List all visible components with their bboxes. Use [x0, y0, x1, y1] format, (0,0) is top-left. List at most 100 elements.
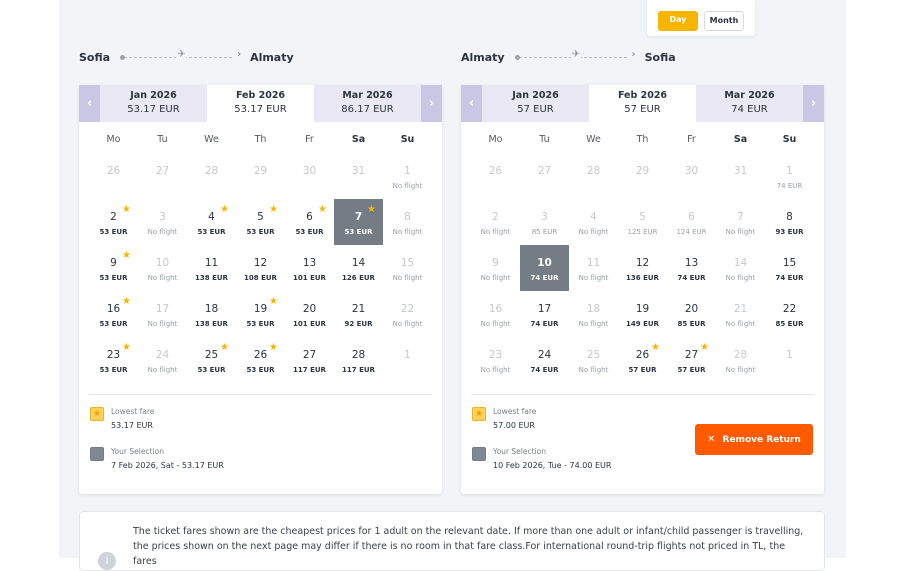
day-fare: 74 EUR — [677, 274, 706, 282]
day-cell[interactable]: 28 117 EUR — [334, 337, 383, 383]
day-cell[interactable]: 3 85 EUR — [520, 199, 569, 245]
star-icon: ★ — [122, 342, 131, 353]
day-cell[interactable]: 6 124 EUR — [667, 199, 716, 245]
day-cell[interactable]: 11 No flight — [569, 245, 618, 291]
day-cell[interactable]: 27 117 EUR — [285, 337, 334, 383]
calendar-grid: Mo Tu We Th Fr Sa Su 26 27 28 29 30 31 1 No flight 2 53 … — [79, 122, 442, 388]
day-cell[interactable]: 24 74 EUR — [520, 337, 569, 383]
day-cell[interactable]: 21 92 EUR — [334, 291, 383, 337]
day-cell[interactable]: 5 53 EUR ★ — [236, 199, 285, 245]
day-cell[interactable]: 25 No flight — [569, 337, 618, 383]
day-fare: 149 EUR — [626, 320, 659, 328]
month-tab-active[interactable]: Feb 2026 57 EUR — [589, 85, 696, 122]
day-cell[interactable]: 5 125 EUR — [618, 199, 667, 245]
day-cell[interactable]: 24 No flight — [138, 337, 187, 383]
day-fare: 124 EUR — [676, 228, 707, 236]
day-cell[interactable]: 13 74 EUR — [667, 245, 716, 291]
month-tab[interactable]: Jan 2026 57 EUR — [482, 85, 589, 122]
day-cell[interactable]: 15 No flight — [383, 245, 432, 291]
day-cell[interactable]: 17 74 EUR — [520, 291, 569, 337]
outbound-destination: Almaty — [250, 50, 294, 64]
selected-day-cell[interactable]: 7 53 EUR ★ — [334, 199, 383, 245]
month-tab[interactable]: Mar 2026 74 EUR — [696, 85, 803, 122]
day-cell[interactable]: 14 No flight — [716, 245, 765, 291]
day-cell[interactable]: 19 149 EUR — [618, 291, 667, 337]
day-cell[interactable]: 21 No flight — [716, 291, 765, 337]
day-cell[interactable]: 1 No flight — [383, 153, 432, 199]
day-cell[interactable]: 8 93 EUR — [765, 199, 814, 245]
day-cell[interactable]: 25 53 EUR ★ — [187, 337, 236, 383]
day-cell[interactable]: 12 136 EUR — [618, 245, 667, 291]
day-cell[interactable]: 27 57 EUR ★ — [667, 337, 716, 383]
day-number: 28 — [733, 349, 748, 361]
day-cell[interactable]: 2 53 EUR ★ — [89, 199, 138, 245]
day-cell[interactable]: 15 74 EUR — [765, 245, 814, 291]
day-view-button[interactable]: Day — [658, 11, 698, 31]
day-cell[interactable]: 23 53 EUR ★ — [89, 337, 138, 383]
day-fare: 53 EUR — [344, 228, 373, 236]
day-cell[interactable]: 17 No flight — [138, 291, 187, 337]
day-fare: No flight — [392, 182, 423, 190]
day-cell[interactable]: 11 138 EUR — [187, 245, 236, 291]
day-cell[interactable]: 23 No flight — [471, 337, 520, 383]
day-cell[interactable]: 20 101 EUR — [285, 291, 334, 337]
day-fare: 85 EUR — [775, 320, 804, 328]
lowest-fare-value: 57.00 EUR — [493, 421, 535, 430]
day-cell[interactable]: 4 No flight — [569, 199, 618, 245]
day-cell[interactable]: 13 101 EUR — [285, 245, 334, 291]
day-cell[interactable]: 19 53 EUR ★ — [236, 291, 285, 337]
day-cell[interactable]: 26 57 EUR ★ — [618, 337, 667, 383]
month-price: 53.17 EUR — [234, 104, 287, 115]
day-cell[interactable]: 20 85 EUR — [667, 291, 716, 337]
day-cell[interactable]: 26 53 EUR ★ — [236, 337, 285, 383]
next-month-arrow-icon[interactable]: › — [803, 85, 824, 122]
day-cell[interactable]: 16 53 EUR ★ — [89, 291, 138, 337]
arrow-icon: › — [631, 49, 636, 60]
day-number: 28 — [586, 165, 601, 177]
day-number: 4 — [590, 211, 597, 223]
month-tab[interactable]: Mar 2026 86.17 EUR — [314, 85, 421, 122]
day-cell[interactable]: 3 No flight — [138, 199, 187, 245]
day-fare: 74 EUR — [530, 366, 559, 374]
day-cell[interactable]: 22 No flight — [383, 291, 432, 337]
day-cell[interactable]: 4 53 EUR ★ — [187, 199, 236, 245]
day-cell[interactable]: 16 No flight — [471, 291, 520, 337]
day-cell[interactable]: 9 53 EUR ★ — [89, 245, 138, 291]
remove-return-button[interactable]: ✕ Remove Return — [695, 424, 813, 455]
day-cell[interactable]: 28 No flight — [716, 337, 765, 383]
day-cell[interactable]: 18 138 EUR — [187, 291, 236, 337]
day-cell[interactable]: 18 No flight — [569, 291, 618, 337]
day-cell[interactable]: 2 No flight — [471, 199, 520, 245]
day-cell: 1 — [765, 337, 814, 383]
day-number: 26 — [635, 349, 650, 361]
prev-month-arrow-icon[interactable]: ‹ — [461, 85, 482, 122]
selected-day-cell[interactable]: 10 74 EUR — [520, 245, 569, 291]
month-view-button[interactable]: Month — [704, 11, 744, 31]
month-tabs: ‹ Jan 2026 57 EUR Feb 2026 57 EUR Mar 2026… — [461, 85, 824, 122]
day-cell[interactable]: 14 126 EUR — [334, 245, 383, 291]
day-cell[interactable]: 1 74 EUR — [765, 153, 814, 199]
return-destination: Sofia — [644, 50, 676, 64]
selection-value: 7 Feb 2026, Sat - 53.17 EUR — [111, 461, 224, 470]
day-fare: 117 EUR — [293, 366, 326, 374]
day-cell[interactable]: 7 No flight — [716, 199, 765, 245]
weekday-header: Su — [400, 134, 415, 145]
star-icon: ★ — [90, 407, 104, 421]
return-calendar: ‹ Jan 2026 57 EUR Feb 2026 57 EUR Mar 2026… — [461, 85, 824, 494]
day-cell[interactable]: 9 No flight — [471, 245, 520, 291]
legend-label: Your Selection — [111, 447, 164, 456]
day-number: 3 — [159, 211, 166, 223]
day-fare: No flight — [147, 274, 178, 282]
month-tab[interactable]: Jan 2026 53.17 EUR — [100, 85, 207, 122]
day-cell[interactable]: 8 No flight — [383, 199, 432, 245]
day-cell[interactable]: 12 108 EUR — [236, 245, 285, 291]
day-fare: 53 EUR — [99, 366, 128, 374]
prev-month-arrow-icon[interactable]: ‹ — [79, 85, 100, 122]
next-month-arrow-icon[interactable]: › — [421, 85, 442, 122]
day-cell[interactable]: 10 No flight — [138, 245, 187, 291]
day-cell[interactable]: 6 53 EUR ★ — [285, 199, 334, 245]
month-tab-active[interactable]: Feb 2026 53.17 EUR — [207, 85, 314, 122]
day-cell: 28 — [569, 153, 618, 199]
day-number: 7 — [354, 211, 363, 223]
day-cell[interactable]: 22 85 EUR — [765, 291, 814, 337]
